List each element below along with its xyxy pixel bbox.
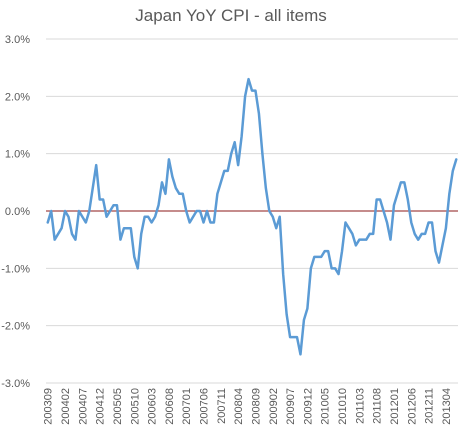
x-tick-label: 200402 (60, 388, 72, 425)
y-tick-label: 0.0% (5, 206, 30, 218)
x-tick-label: 200809 (250, 388, 262, 425)
x-tick-label: 200608 (164, 388, 176, 425)
x-tick-label: 201304 (441, 388, 453, 425)
x-tick-label: 201005 (320, 388, 332, 425)
x-tick-label: 200412 (95, 388, 107, 425)
x-tick-label: 200603 (147, 388, 159, 425)
y-tick-label: 1.0% (5, 149, 30, 161)
x-tick-label: 200902 (268, 388, 280, 425)
y-tick-label: -1.0% (1, 263, 30, 275)
x-tick-label: 200804 (233, 388, 245, 425)
x-tick-label: 201201 (389, 388, 401, 425)
y-tick-label: 2.0% (5, 91, 30, 103)
y-tick-label: -2.0% (1, 321, 30, 333)
x-tick-label: 200701 (181, 388, 193, 425)
x-tick-label: 200505 (112, 388, 124, 425)
x-tick-label: 201211 (424, 388, 436, 424)
x-tick-label: 201103 (354, 388, 366, 424)
x-tick-label: 200510 (129, 388, 141, 425)
x-tick-label: 200711 (216, 388, 228, 424)
y-tick-label: 3.0% (5, 34, 30, 46)
y-tick-label: -3.0% (1, 378, 30, 390)
chart-title: Japan YoY CPI - all items (135, 6, 327, 25)
x-tick-label: 200912 (302, 388, 314, 425)
x-tick-label: 201108 (372, 388, 384, 424)
series-line (46, 77, 458, 356)
x-tick-label: 200706 (199, 388, 211, 425)
x-tick-label: 201010 (337, 388, 349, 425)
x-tick-label: 200407 (77, 388, 89, 425)
x-tick-label: 200309 (43, 388, 55, 425)
x-tick-label: 200907 (285, 388, 297, 425)
x-tick-label: 201206 (406, 388, 418, 425)
